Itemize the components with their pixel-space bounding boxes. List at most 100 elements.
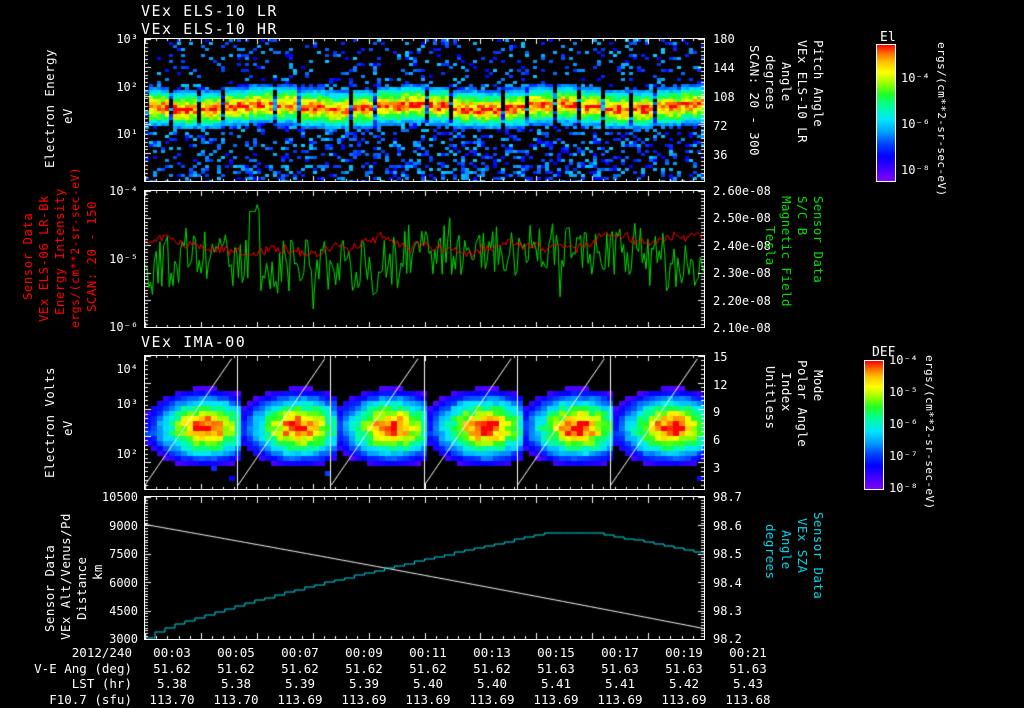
table-row-f107: F10.7 (sfu) 113.70 113.70 113.69 113.69 … [14,692,780,708]
time-cell-3: 00:09 [345,645,383,660]
panel3-y2tick-1: 12 [713,378,728,392]
panel3-cbtick-2: 10⁻⁶ [889,417,918,431]
panel3-y2label-line1: Mode [811,370,826,402]
panel3-colorbar [864,360,884,490]
panel4-y2tick-2: 98.5 [713,547,742,561]
panel4-ytick-5: 3000 [109,632,138,646]
panel3-ylabel-line2: eV [60,420,75,436]
panel2-y2label-line4: Tesla [763,226,778,266]
panel3-y2label-line3: Index [779,372,794,412]
panel1-colorbar-title: El [880,30,896,45]
panel4-y2label-line3: Angle [779,530,794,570]
panel4-ytick-3: 6000 [109,576,138,590]
panel4-y2label-line1: Sensor Data [811,512,826,600]
panel3-cbtick-4: 10⁻⁸ [889,481,918,495]
panel2-y2tick-2: 2.40e-08 [713,239,771,253]
panel4-ylabel-line1: Sensor Data [42,544,57,632]
lst-cell-8: 5.42 [668,676,700,691]
panel1-y2label-line1: Pitch Angle [811,40,826,128]
lst-cell-5: 5.40 [476,676,508,691]
panel2-y2tick-4: 2.20e-08 [713,294,771,308]
panel1-y2tick-2: 108 [713,90,735,104]
ve-ang-cell-2: 51.62 [281,660,319,676]
f107-cell-8: 113.69 [661,691,707,707]
panel2-ytick-0: 10⁻⁴ [109,184,138,198]
panel2-plot-area[interactable] [144,190,705,328]
lst-cell-2: 5.39 [284,676,316,691]
time-cell-1: 00:05 [217,645,255,660]
f107-cell-5: 113.69 [469,691,515,707]
f107-cell-0: 113.70 [149,691,195,707]
ve-ang-cell-0: 51.62 [153,660,191,676]
f107-cell-1: 113.70 [213,691,259,707]
panel4-plot-area[interactable] [144,496,705,640]
panel3-y2tick-4: 3 [713,461,721,475]
row-label-ve-ang: V-E Ang (deg) [34,660,132,676]
panel2-y2tick-3: 2.30e-08 [713,266,771,280]
panel3-plot-area[interactable] [144,355,705,490]
panel4-y2tick-5: 98.2 [713,632,742,646]
f107-cell-6: 113.69 [533,691,579,707]
panel1-y2label-line4: degrees [763,55,778,111]
panel4-y2tick-1: 98.6 [713,519,742,533]
panel3-ytick-1: 10³ [116,397,138,411]
panel1-y2label-line3: Angle [779,62,794,102]
time-cell-8: 00:19 [665,645,703,660]
panel3-cbtick-3: 10⁻⁷ [889,449,918,463]
time-cell-6: 00:15 [537,645,575,660]
time-cell-5: 00:13 [473,645,511,660]
panel3-ytick-2: 10² [116,447,138,461]
panel2-ylabel-line1: Sensor Data [20,212,35,300]
panel1-y2label-line5: SCAN: 20 - 300 [747,45,762,156]
panel1-ytick-1: 10² [116,80,138,94]
panel3-cbtick-1: 10⁻⁵ [889,385,918,399]
f107-cell-2: 113.69 [277,691,323,707]
panel4-ytick-2: 7500 [109,547,138,561]
ve-ang-cell-5: 51.62 [473,660,511,676]
table-row-time: 2012/240 00:03 00:05 00:07 00:09 00:11 0… [14,645,780,661]
panel1-ylabel-line2: eV [60,108,75,124]
table-row-lst: LST (hr) 5.38 5.38 5.39 5.39 5.40 5.40 5… [14,676,780,692]
panel4-ytick-4: 4500 [109,604,138,618]
time-cell-2: 00:07 [281,645,319,660]
panel1-cbtick-1: 10⁻⁶ [901,117,930,131]
panel3-colorbar-units: ergs/(cm**2-sr-sec-eV) [923,355,936,510]
panel4-ytick-0: 10500 [101,490,138,504]
panel2-ylabel-line3: Energy Intensity [52,188,67,315]
panel2-ytick-2: 10⁻⁶ [109,320,138,334]
panel4-ylabel-line2: VEx Alt/Venus/Pd [58,513,73,640]
panel3-cbtick-0: 10⁻⁴ [889,353,918,367]
time-cell-0: 00:03 [153,645,191,660]
panel2-ytick-1: 10⁻⁵ [109,252,138,266]
panel3-y2label-line2: Polar Angle [795,360,810,448]
lst-cell-6: 5.41 [540,676,572,691]
panel2-y2tick-1: 2.50e-08 [713,211,771,225]
panel1-y2tick-4: 36 [713,148,728,162]
panel2-y2tick-5: 2.10e-08 [713,321,771,335]
f107-cell-4: 113.69 [405,691,451,707]
panel4-y2tick-3: 98.4 [713,576,742,590]
panel3-y2tick-3: 6 [713,433,721,447]
panel3-y2label-line4: Unitless [763,366,778,430]
panel3-ylabel-line1: Electron Volts [42,367,57,478]
panel1-cbtick-0: 10⁻⁴ [901,71,930,85]
panel1-plot-area[interactable] [144,38,705,182]
time-cell-9: 00:21 [729,645,767,660]
lst-cell-1: 5.38 [220,676,252,691]
panel1-y2label-line2: VEx ELS-10 LR [795,40,810,144]
ve-ang-cell-9: 51.63 [729,660,767,676]
row-label-date: 2012/240 [71,645,132,660]
f107-cell-9: 113.68 [725,691,771,707]
ve-ang-cell-6: 51.63 [537,660,575,676]
f107-cell-7: 113.69 [597,691,643,707]
panel3-y2tick-0: 15 [713,350,728,364]
panel1-title-lr: VEx ELS-10 LR [141,2,278,20]
ve-ang-cell-1: 51.62 [217,660,255,676]
panel2-ylabel-line2: VEx ELS-06 LR-Bk [36,195,51,322]
f107-cell-3: 113.69 [341,691,387,707]
lst-cell-3: 5.39 [348,676,380,691]
table-row-ve-ang: V-E Ang (deg) 51.62 51.62 51.62 51.62 51… [14,661,780,677]
panel2-y2label-line1: Sensor Data [811,196,826,284]
lst-cell-7: 5.41 [604,676,636,691]
panel4-y2label-line2: VEx SZA [795,518,810,574]
